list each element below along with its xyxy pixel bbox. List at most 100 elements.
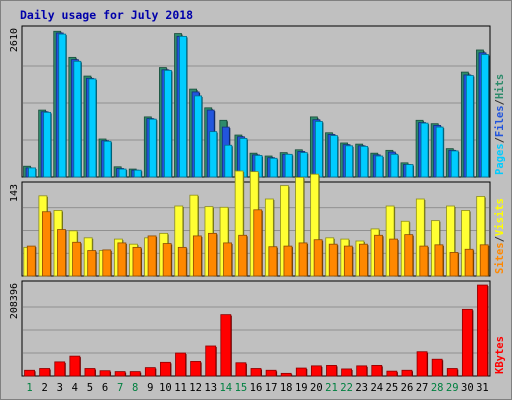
bar-kbytes-kbytes-8 [129,371,141,377]
bar-hits-pages-17 [269,157,278,178]
x-tick-label-10: 10 [159,382,172,394]
x-tick-label-6: 6 [102,382,108,394]
x-tick-label-17: 17 [265,382,278,394]
x-tick-label-2: 2 [41,382,47,394]
bar-visits-sites-1 [26,245,36,277]
right-label-part: Files [494,105,506,137]
bar-hits-pages-10 [164,69,172,178]
bar-kbytes-kbytes-10 [160,361,171,377]
bar-kbytes-kbytes-13 [205,345,217,377]
x-tick-label-31: 31 [476,382,489,394]
bar-kbytes-kbytes-25 [386,370,398,377]
bar-visits-sites-28 [434,244,444,277]
bar-hits-pages-13 [209,131,218,178]
x-tick-label-11: 11 [174,382,187,394]
bar-visits-sites-18 [283,245,293,277]
x-tick-label-21: 21 [325,382,338,394]
bar-hits-pages-6 [103,140,112,178]
bar-visits-sites-30 [464,248,474,277]
bar-kbytes-kbytes-19 [295,367,307,377]
x-tick-label-8: 8 [132,382,138,394]
right-label-kbytes: KBytes [494,336,506,374]
bar-kbytes-kbytes-1 [24,369,35,377]
bar-visits-sites-4 [72,241,81,277]
bar-kbytes-kbytes-7 [114,371,126,377]
x-tick-label-30: 30 [461,382,474,394]
x-tick-label-9: 9 [147,382,153,394]
bar-visits-sites-17 [268,246,278,277]
bar-kbytes-kbytes-22 [341,368,352,377]
bar-kbytes-kbytes-30 [461,308,473,377]
bar-kbytes-kbytes-15 [235,362,247,377]
bar-kbytes-kbytes-21 [326,365,337,377]
bar-kbytes-kbytes-4 [69,355,81,377]
bar-hits-pages-19 [299,152,308,178]
bar-visits-sites-15 [238,234,248,277]
bar-hits-pages-29 [450,150,459,178]
right-label-part: / [494,99,506,105]
x-tick-label-20: 20 [310,382,323,394]
bar-hits-pages-30 [465,75,474,178]
panel-kbytes [21,280,491,377]
x-tick-label-26: 26 [401,382,414,394]
x-tick-label-7: 7 [117,382,123,394]
bar-visits-sites-25 [389,238,399,277]
x-tick-label-28: 28 [431,382,444,394]
bar-hits-pages-9 [148,118,157,178]
bar-hits-pages-27 [420,122,429,178]
bar-kbytes-kbytes-6 [99,370,111,377]
bar-kbytes-kbytes-12 [190,361,202,377]
ymax-label-kbytes: 208396 [9,283,20,319]
bar-hits-pages-8 [133,169,142,178]
bar-visits-sites-19 [298,242,308,277]
bar-kbytes-kbytes-14 [220,314,232,377]
bar-kbytes-kbytes-11 [175,352,186,377]
right-label-part: KBytes [494,336,506,374]
bar-hits-pages-5 [88,78,97,178]
bar-kbytes-kbytes-26 [401,369,413,377]
plot-area: 2610Pages/Files/Hits143Sites/Visits20839… [9,25,506,394]
bar-hits-pages-31 [481,54,489,178]
bar-visits-sites-24 [374,234,383,277]
right-label-part: / [494,236,506,242]
bar-visits-sites-13 [208,232,217,277]
x-tick-label-16: 16 [250,382,263,394]
x-tick-label-13: 13 [204,382,217,394]
x-tick-label-27: 27 [416,382,429,394]
bar-hits-pages-23 [360,145,369,178]
bar-hits-pages-24 [375,155,384,178]
right-label-part: / [494,137,506,143]
bar-visits-sites-23 [359,243,368,277]
x-tick-label-12: 12 [189,382,202,394]
bar-kbytes-kbytes-27 [416,351,428,377]
chart-title: Daily usage for July 2018 [20,8,193,22]
x-tick-label-25: 25 [386,382,399,394]
bar-visits-sites-21 [328,243,338,277]
bar-hits-pages-1 [28,167,36,178]
bar-kbytes-kbytes-18 [280,372,292,377]
x-tick-label-19: 19 [295,382,308,394]
x-tick-label-15: 15 [235,382,248,394]
bar-visits-sites-10 [162,243,172,277]
x-tick-label-1: 1 [26,382,32,394]
bar-kbytes-kbytes-5 [84,368,96,377]
bar-visits-sites-16 [253,209,263,277]
bar-kbytes-kbytes-28 [431,358,443,377]
ymax-label-visits: 143 [9,184,20,202]
bar-hits-pages-28 [435,126,444,178]
right-label-part: Hits [494,74,506,99]
bar-visits-sites-14 [223,242,232,277]
bar-visits-sites-8 [132,246,142,277]
x-tick-label-22: 22 [340,382,353,394]
x-tick-label-24: 24 [370,382,383,394]
x-tick-label-18: 18 [280,382,293,394]
bar-hits-pages-18 [284,153,293,178]
bar-hits-pages-26 [405,164,414,178]
bar-hits-pages-7 [118,168,127,178]
bar-hits-pages-20 [314,121,323,178]
x-tick-label-3: 3 [57,382,63,394]
x-tick-label-14: 14 [219,382,232,394]
bar-visits-sites-27 [419,245,429,277]
right-label-part: Pages [494,143,506,175]
